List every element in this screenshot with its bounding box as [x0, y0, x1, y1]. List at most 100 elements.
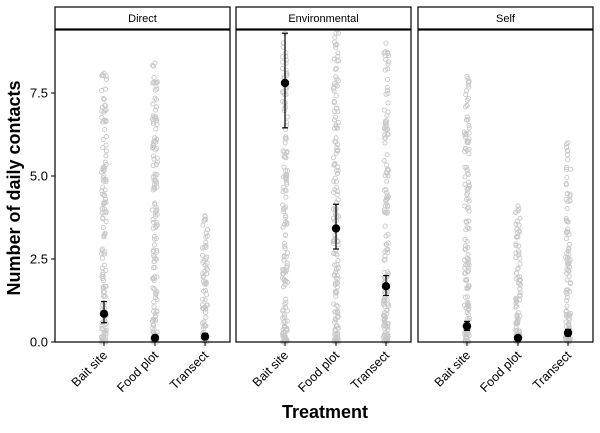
raw-point — [152, 87, 158, 93]
raw-point — [463, 146, 469, 152]
raw-point — [153, 139, 159, 145]
raw-point — [462, 203, 468, 209]
raw-point — [333, 139, 339, 145]
raw-point — [100, 191, 106, 197]
raw-point — [513, 328, 519, 334]
raw-point — [563, 164, 570, 170]
raw-point — [514, 298, 520, 304]
raw-point — [462, 104, 469, 110]
raw-point — [151, 219, 157, 225]
raw-point — [335, 50, 341, 56]
raw-point — [515, 275, 521, 281]
mean-point — [381, 282, 391, 291]
raw-point — [100, 302, 106, 308]
raw-point — [283, 219, 289, 225]
raw-point — [335, 30, 342, 36]
raw-point — [464, 167, 470, 173]
raw-point — [204, 271, 210, 277]
raw-point — [565, 157, 571, 163]
raw-point — [150, 225, 156, 231]
raw-point — [384, 307, 390, 313]
raw-point — [99, 265, 105, 271]
raw-point — [464, 164, 470, 170]
raw-point — [202, 297, 208, 303]
raw-point — [516, 222, 522, 228]
mean-point — [513, 333, 523, 343]
raw-point — [103, 267, 109, 274]
raw-point — [567, 281, 573, 287]
raw-point — [384, 84, 390, 90]
raw-point — [101, 165, 108, 171]
raw-point — [150, 121, 157, 127]
raw-point — [384, 178, 390, 184]
raw-point — [103, 76, 110, 82]
raw-point — [203, 265, 209, 271]
raw-point — [332, 288, 338, 295]
raw-point — [101, 97, 107, 103]
raw-point — [516, 252, 522, 258]
mean-point — [150, 333, 160, 343]
raw-point — [282, 246, 288, 252]
raw-point — [384, 324, 390, 330]
raw-point — [283, 304, 289, 310]
raw-point — [563, 182, 569, 188]
raw-point — [382, 132, 388, 138]
raw-point — [103, 133, 109, 140]
raw-point — [334, 284, 340, 290]
raw-point — [333, 114, 339, 120]
raw-point — [102, 159, 108, 165]
raw-point — [565, 248, 571, 254]
raw-point — [284, 168, 290, 174]
raw-point — [383, 233, 389, 239]
raw-point — [99, 273, 105, 280]
raw-point — [384, 152, 390, 158]
raw-point — [466, 122, 472, 129]
raw-point — [385, 326, 391, 333]
raw-point — [102, 199, 108, 205]
raw-point — [332, 205, 338, 211]
raw-point — [101, 251, 107, 257]
raw-point — [284, 179, 290, 185]
raw-point — [284, 326, 290, 332]
raw-point — [334, 331, 341, 337]
raw-point — [103, 177, 109, 183]
raw-point — [154, 247, 160, 254]
raw-point — [151, 242, 157, 248]
raw-point — [332, 162, 338, 168]
raw-point — [517, 261, 523, 267]
raw-point — [283, 213, 289, 219]
raw-point — [150, 217, 156, 223]
raw-point — [281, 240, 287, 246]
raw-point — [102, 230, 108, 236]
raw-point — [465, 170, 471, 176]
raw-point — [385, 66, 391, 72]
raw-point — [101, 117, 107, 123]
raw-point — [566, 316, 573, 322]
raw-point — [283, 60, 289, 66]
raw-point — [284, 263, 290, 269]
raw-point — [465, 306, 471, 312]
facet-strip — [54, 6, 231, 30]
raw-point — [152, 211, 158, 217]
raw-point — [150, 322, 156, 328]
raw-point — [101, 172, 107, 179]
raw-point — [102, 127, 108, 133]
raw-point — [332, 309, 338, 315]
raw-point — [103, 331, 109, 337]
raw-point — [565, 321, 571, 327]
raw-point — [203, 314, 209, 320]
raw-point — [462, 243, 469, 249]
raw-point — [381, 257, 387, 263]
raw-point — [280, 275, 286, 281]
raw-point — [283, 70, 289, 76]
raw-point — [283, 188, 289, 194]
raw-point — [335, 119, 341, 126]
raw-point — [382, 320, 388, 326]
raw-point — [462, 149, 468, 155]
raw-point — [153, 208, 159, 214]
raw-point — [465, 186, 471, 192]
raw-point — [385, 321, 391, 327]
raw-point — [283, 171, 289, 177]
raw-point — [150, 101, 156, 107]
raw-point — [566, 251, 572, 257]
